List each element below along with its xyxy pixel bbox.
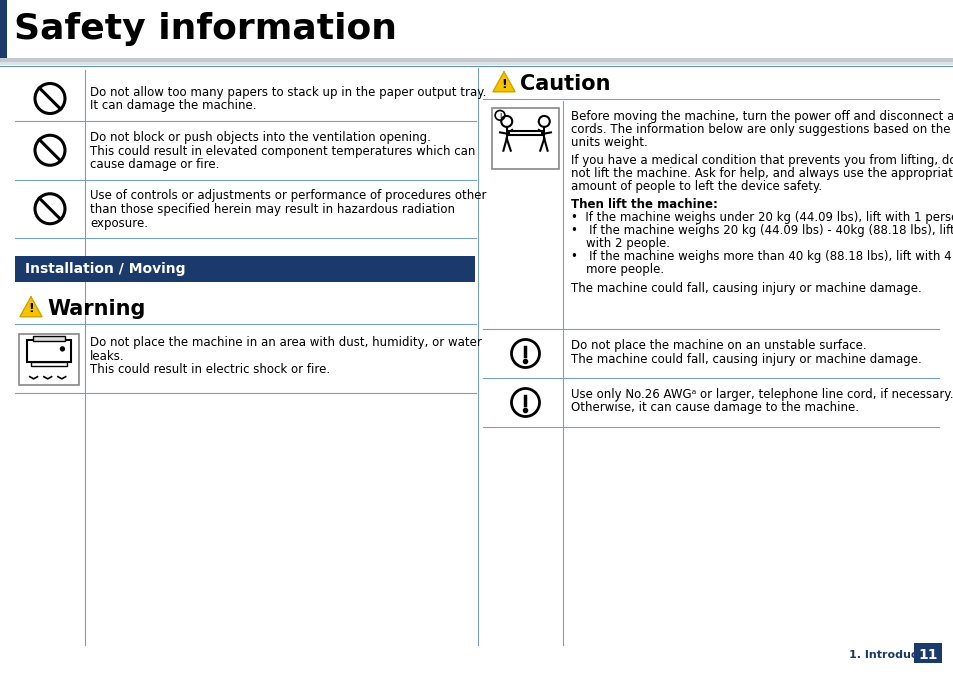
Text: Do not place the machine in an area with dust, humidity, or water: Do not place the machine in an area with… (90, 336, 481, 349)
Text: This could result in elevated component temperatures which can: This could result in elevated component … (90, 144, 475, 157)
Polygon shape (20, 297, 42, 317)
Text: Use of controls or adjustments or performance of procedures other: Use of controls or adjustments or perfor… (90, 190, 486, 202)
Text: with 2 people.: with 2 people. (571, 238, 669, 250)
Text: units weight.: units weight. (571, 136, 647, 149)
Text: than those specified herein may result in hazardous radiation: than those specified herein may result i… (90, 203, 455, 216)
Bar (492, 108, 558, 169)
Text: The machine could fall, causing injury or machine damage.: The machine could fall, causing injury o… (571, 281, 921, 294)
Text: cords. The information below are only suggestions based on the: cords. The information below are only su… (571, 123, 949, 136)
Text: Safety information: Safety information (14, 12, 396, 46)
Bar (15, 256, 475, 282)
Bar (509, 130, 541, 136)
Text: Installation / Moving: Installation / Moving (25, 262, 185, 276)
Text: Use only No.26 AWGᵃ or larger, telephone line cord, if necessary.: Use only No.26 AWGᵃ or larger, telephone… (571, 388, 952, 401)
Text: This could result in electric shock or fire.: This could result in electric shock or f… (90, 363, 330, 376)
Text: Then lift the machine:: Then lift the machine: (571, 198, 717, 211)
Text: cause damage or fire.: cause damage or fire. (90, 158, 219, 171)
Text: i: i (498, 111, 500, 120)
Bar (31, 362, 67, 367)
Text: Warning: Warning (47, 299, 145, 319)
Text: The machine could fall, causing injury or machine damage.: The machine could fall, causing injury o… (571, 352, 921, 365)
Bar (0, 0, 7, 58)
Text: If you have a medical condition that prevents you from lifting, do: If you have a medical condition that pre… (571, 154, 953, 167)
Text: It can damage the machine.: It can damage the machine. (90, 99, 256, 113)
Bar (27, 340, 71, 362)
Text: exposure.: exposure. (90, 217, 148, 230)
Bar (0, 58, 953, 62)
Text: Do not block or push objects into the ventilation opening.: Do not block or push objects into the ve… (90, 131, 431, 144)
Text: more people.: more people. (571, 263, 663, 276)
Text: !: ! (500, 78, 506, 90)
Text: 1. Introduction: 1. Introduction (848, 650, 941, 660)
Text: amount of people to left the device safety.: amount of people to left the device safe… (571, 180, 821, 193)
Text: 11: 11 (918, 648, 937, 662)
Bar (33, 336, 65, 342)
Text: •   If the machine weighs more than 40 kg (88.18 lbs), lift with 4 or: • If the machine weighs more than 40 kg … (571, 250, 953, 263)
Text: Do not place the machine on an unstable surface.: Do not place the machine on an unstable … (571, 339, 865, 352)
Polygon shape (493, 72, 515, 92)
Text: Caution: Caution (519, 74, 610, 94)
Text: !: ! (28, 302, 34, 315)
Text: •  If the machine weighs under 20 kg (44.09 lbs), lift with 1 person.: • If the machine weighs under 20 kg (44.… (571, 211, 953, 224)
Bar (19, 334, 79, 385)
Circle shape (60, 346, 65, 352)
Bar (0, 62, 953, 65)
Text: •   If the machine weighs 20 kg (44.09 lbs) - 40kg (88.18 lbs), lift: • If the machine weighs 20 kg (44.09 lbs… (571, 224, 953, 238)
Text: Do not allow too many papers to stack up in the paper output tray.: Do not allow too many papers to stack up… (90, 86, 486, 99)
Text: Otherwise, it can cause damage to the machine.: Otherwise, it can cause damage to the ma… (571, 402, 858, 414)
Bar (913, 643, 941, 663)
Text: leaks.: leaks. (90, 350, 125, 362)
Text: not lift the machine. Ask for help, and always use the appropriate: not lift the machine. Ask for help, and … (571, 167, 953, 180)
Text: Before moving the machine, turn the power off and disconnect all: Before moving the machine, turn the powe… (571, 110, 953, 123)
